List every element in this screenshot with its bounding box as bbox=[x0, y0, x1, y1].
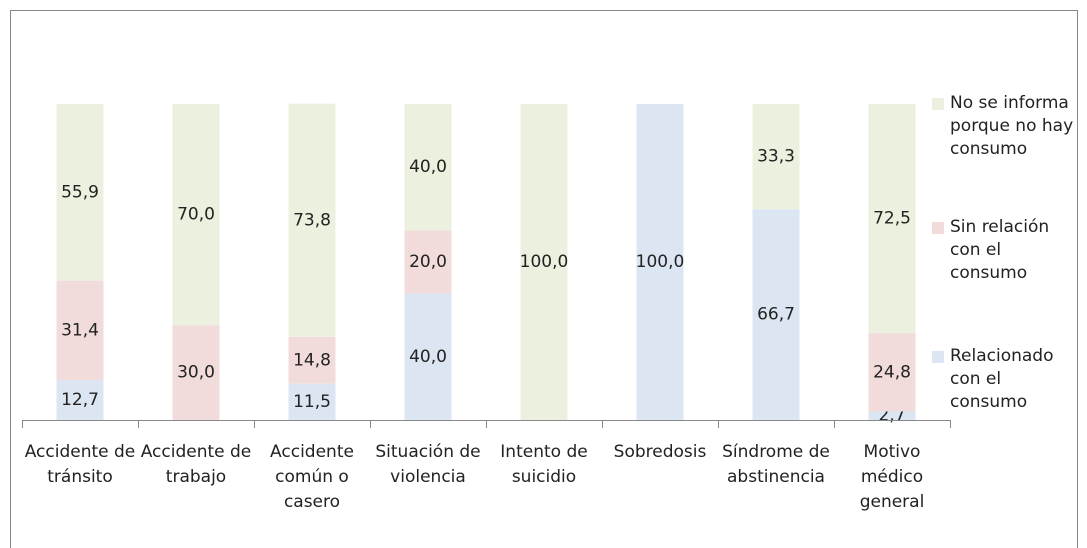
bar-segment bbox=[868, 104, 916, 334]
x-tick-label: Motivo médico general bbox=[859, 442, 925, 512]
data-label: 100,0 bbox=[520, 252, 569, 272]
bar-segment bbox=[56, 104, 104, 281]
data-label: 40,0 bbox=[409, 347, 447, 367]
bar-segment bbox=[172, 104, 220, 326]
bar-segment bbox=[404, 230, 452, 294]
data-label: 14,8 bbox=[293, 350, 331, 370]
bar-segment bbox=[404, 293, 452, 420]
bar-segment bbox=[752, 104, 800, 210]
bar-segment bbox=[56, 379, 104, 420]
x-tick-label: Accidente de trabajo bbox=[140, 442, 252, 487]
data-label: 55,9 bbox=[61, 182, 99, 202]
bar-segment bbox=[56, 280, 104, 380]
x-tick-label: Síndrome de abstinencia bbox=[722, 442, 830, 487]
legend-swatch bbox=[932, 98, 944, 110]
chart-border bbox=[10, 10, 1078, 548]
data-label: 24,8 bbox=[873, 362, 911, 382]
x-tick-label: Intento de suicidio bbox=[500, 442, 588, 487]
legend-label: No se informa porque no hay consumo bbox=[950, 93, 1074, 159]
legend-label: Relacionado con el consumo bbox=[950, 346, 1054, 412]
x-tick-label: Accidente común o casero bbox=[270, 442, 354, 512]
x-tick-label: Accidente de tránsito bbox=[24, 442, 136, 487]
data-label: 72,5 bbox=[873, 209, 911, 229]
bar-segment bbox=[520, 104, 568, 420]
legend-swatch bbox=[932, 351, 944, 363]
data-label: 100,0 bbox=[636, 252, 685, 272]
data-label: 40,0 bbox=[409, 157, 447, 177]
bar-segment bbox=[172, 325, 220, 420]
x-tick-label: Sobredosis bbox=[613, 442, 707, 462]
bar-segment bbox=[404, 104, 452, 231]
legend-label: Sin relación con el consumo bbox=[950, 217, 1050, 283]
x-tick-label: Situación de violencia bbox=[375, 442, 481, 487]
data-label: 73,8 bbox=[293, 210, 331, 230]
data-label: 11,5 bbox=[293, 392, 331, 412]
data-label: 30,0 bbox=[177, 363, 215, 383]
bar-segment bbox=[752, 209, 800, 420]
data-label: 31,4 bbox=[61, 320, 99, 340]
data-label: 12,7 bbox=[61, 390, 99, 410]
data-label: 70,0 bbox=[177, 205, 215, 225]
bar-segment bbox=[288, 383, 336, 420]
data-label: 20,0 bbox=[409, 252, 447, 272]
bar-segment bbox=[288, 103, 336, 337]
bar-segment bbox=[868, 333, 916, 412]
data-label: 66,7 bbox=[757, 305, 795, 325]
bar-segment bbox=[636, 104, 684, 420]
data-label: 33,3 bbox=[757, 147, 795, 167]
bar-segment bbox=[868, 411, 916, 420]
bar-segment bbox=[288, 336, 336, 384]
legend-swatch bbox=[932, 222, 944, 234]
